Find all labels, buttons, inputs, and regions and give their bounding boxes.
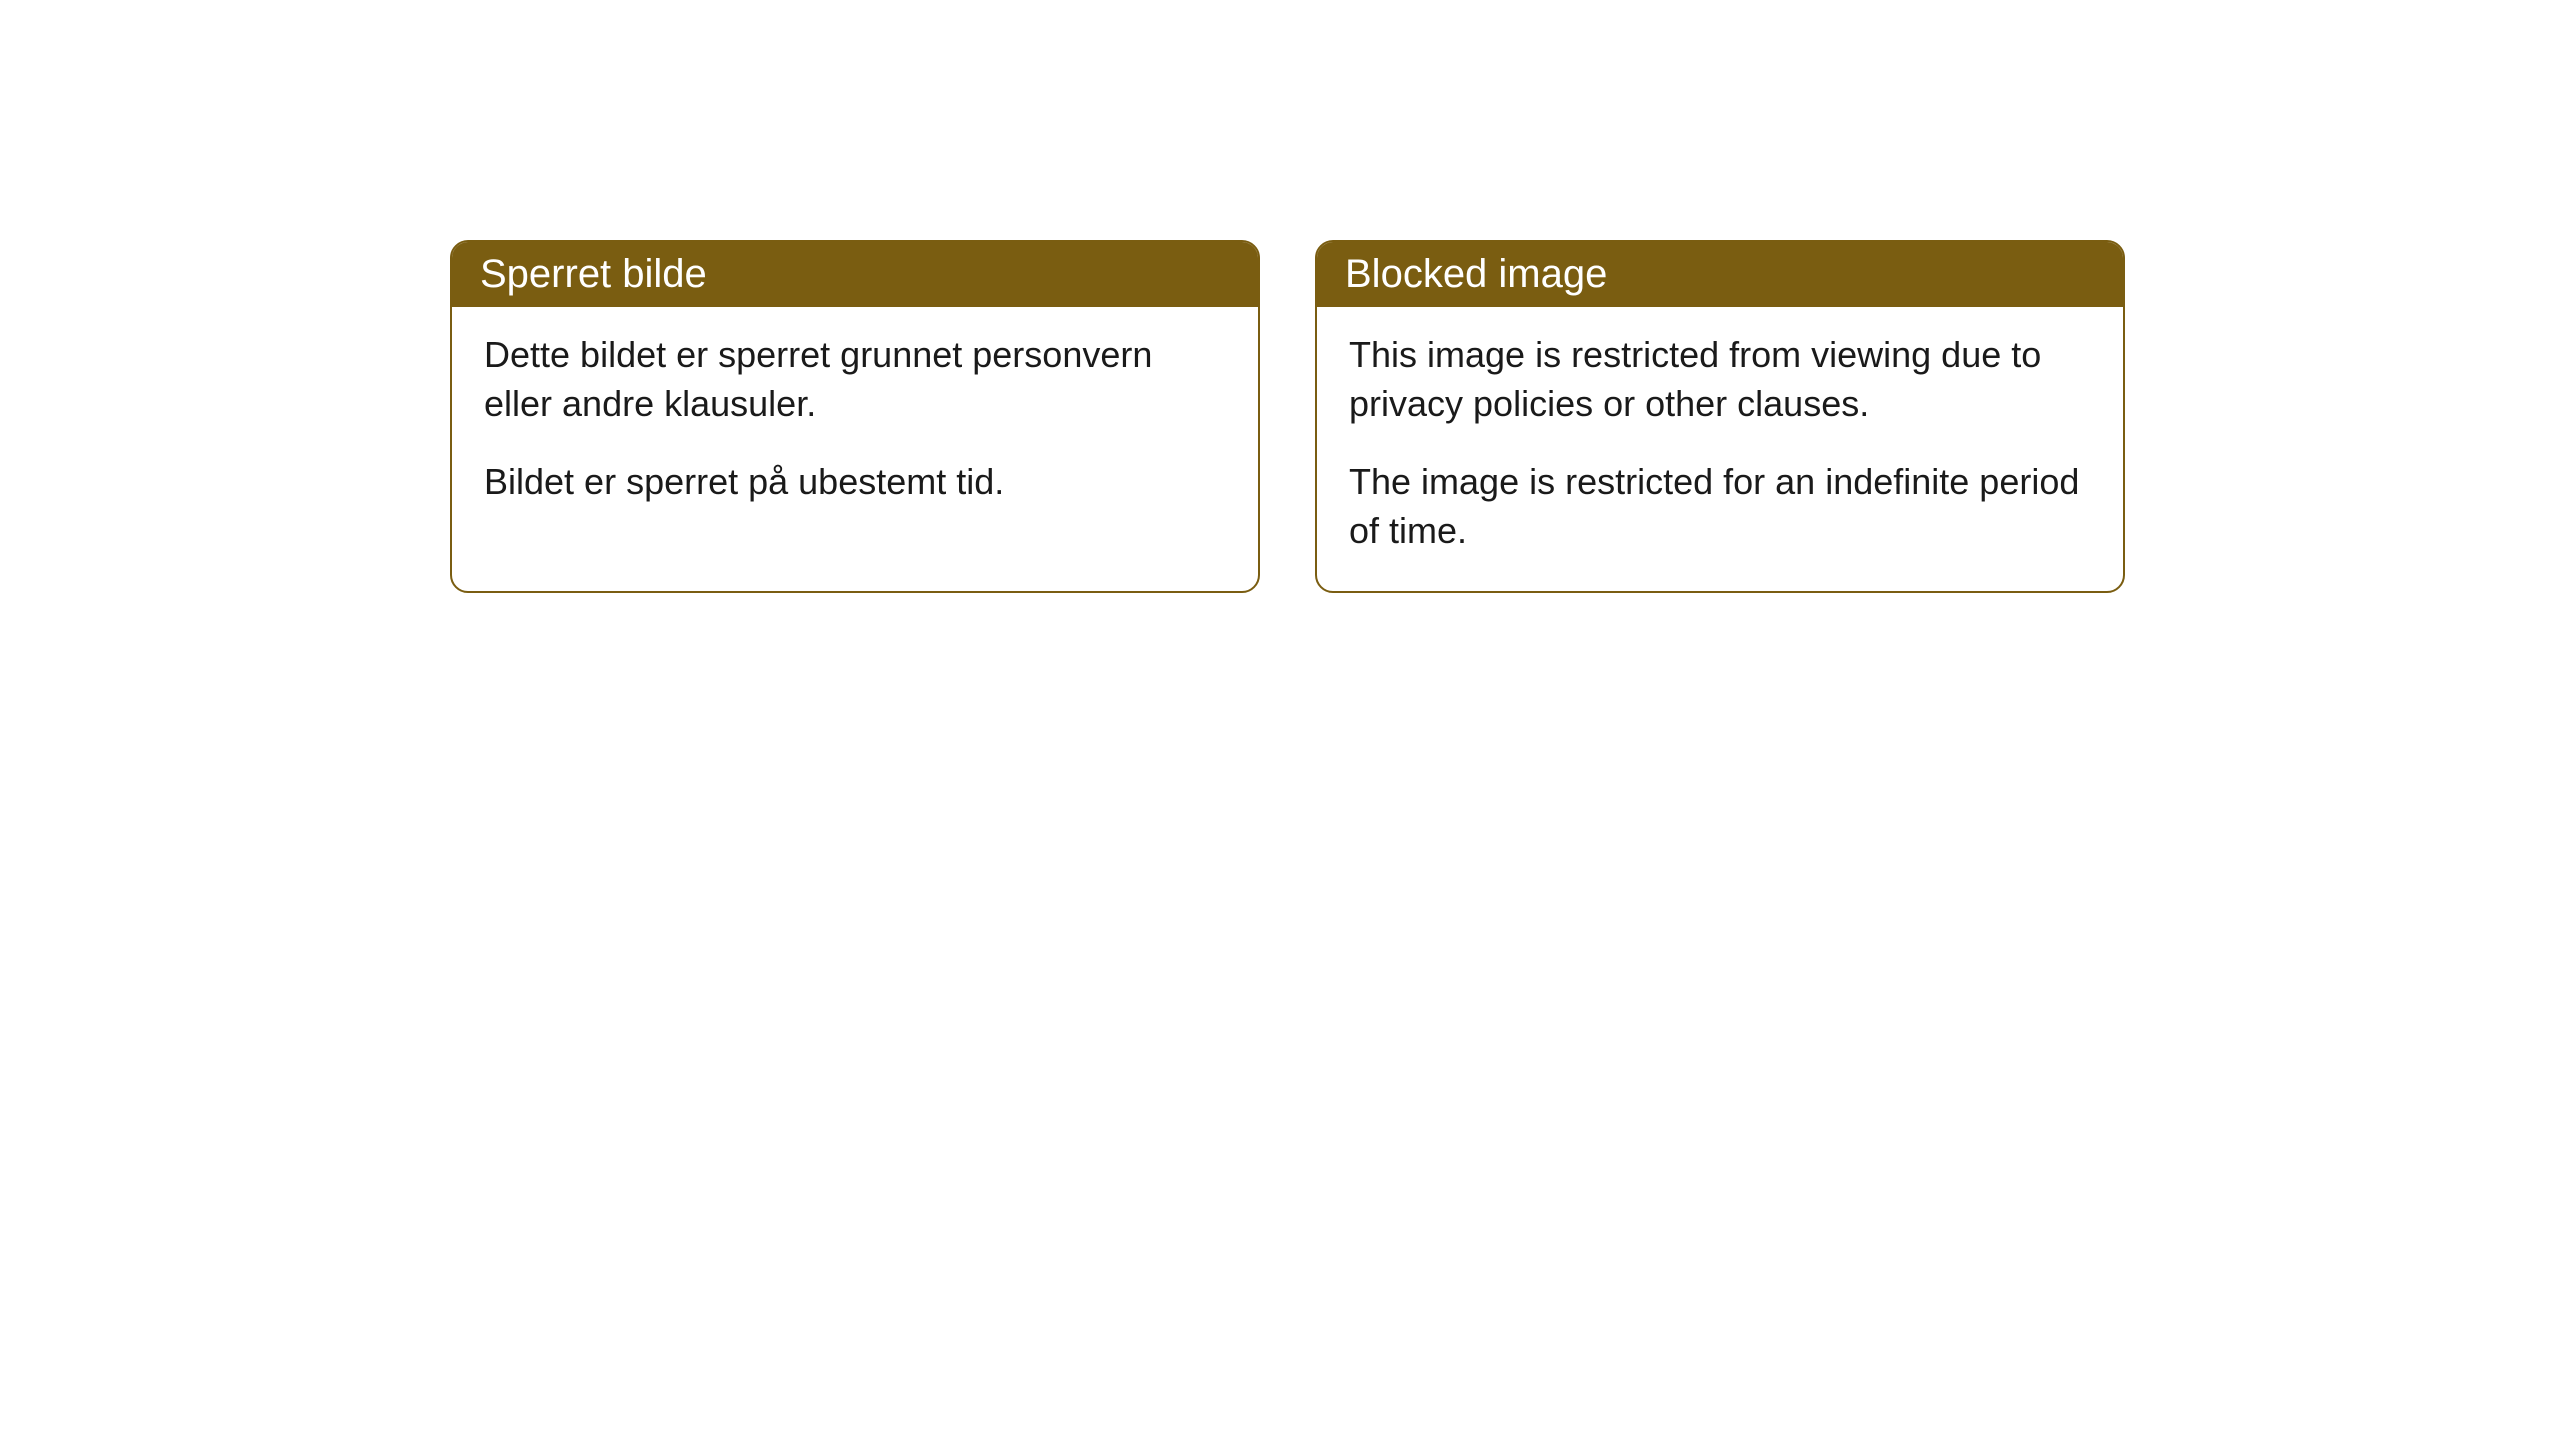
card-body: This image is restricted from viewing du… [1317,307,2123,591]
card-title: Blocked image [1345,252,1607,296]
card-paragraph: Dette bildet er sperret grunnet personve… [484,331,1226,428]
card-title: Sperret bilde [480,252,707,296]
notice-cards-container: Sperret bilde Dette bildet er sperret gr… [450,240,2125,593]
card-body: Dette bildet er sperret grunnet personve… [452,307,1258,543]
card-header: Sperret bilde [452,242,1258,307]
card-header: Blocked image [1317,242,2123,307]
blocked-image-card-english: Blocked image This image is restricted f… [1315,240,2125,593]
blocked-image-card-norwegian: Sperret bilde Dette bildet er sperret gr… [450,240,1260,593]
card-paragraph: The image is restricted for an indefinit… [1349,458,2091,555]
card-paragraph: Bildet er sperret på ubestemt tid. [484,458,1226,507]
card-paragraph: This image is restricted from viewing du… [1349,331,2091,428]
